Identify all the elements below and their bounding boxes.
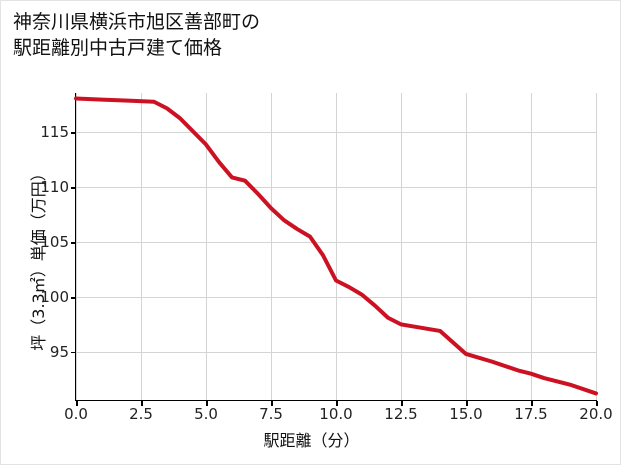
gridline-vertical bbox=[271, 93, 272, 400]
x-axis-line bbox=[75, 399, 597, 401]
page-title: 神奈川県横浜市旭区善部町の 駅距離別中古戸建て価格 bbox=[13, 11, 261, 59]
x-tick-label: 7.5 bbox=[259, 405, 283, 423]
x-tick-label: 20.0 bbox=[579, 405, 613, 423]
gridline-vertical bbox=[206, 93, 207, 400]
y-tick-label: 100 bbox=[40, 287, 69, 306]
y-tick-mark bbox=[71, 351, 76, 354]
gridline-vertical bbox=[596, 93, 597, 400]
x-tick-label: 15.0 bbox=[449, 405, 483, 423]
x-axis-label: 駅距離（分） bbox=[263, 431, 360, 450]
x-tick-label: 12.5 bbox=[384, 405, 418, 423]
x-tick-mark bbox=[401, 401, 403, 406]
x-tick-label: 10.0 bbox=[319, 405, 353, 423]
gridline-vertical bbox=[336, 93, 337, 400]
y-tick-mark bbox=[71, 132, 76, 135]
x-tick-mark bbox=[466, 401, 468, 406]
x-tick-mark bbox=[76, 401, 78, 406]
x-tick-mark bbox=[336, 401, 338, 406]
y-tick-mark bbox=[71, 296, 76, 299]
x-tick-mark bbox=[531, 401, 533, 406]
x-tick-label: 0.0 bbox=[64, 405, 88, 423]
gridline-vertical bbox=[141, 93, 142, 400]
x-tick-label: 2.5 bbox=[129, 405, 153, 423]
y-tick-mark bbox=[71, 187, 76, 189]
y-tick-mark bbox=[71, 242, 76, 244]
x-tick-mark bbox=[271, 401, 273, 406]
y-tick-label: 110 bbox=[40, 178, 69, 197]
x-tick-mark bbox=[206, 401, 208, 406]
x-tick-mark bbox=[141, 401, 143, 406]
y-tick-label: 115 bbox=[40, 123, 69, 142]
y-tick-label: 105 bbox=[40, 233, 69, 252]
gridline-vertical bbox=[76, 93, 77, 400]
gridline-vertical bbox=[401, 93, 402, 400]
y-tick-label: 95 bbox=[49, 342, 69, 361]
x-tick-mark bbox=[596, 401, 598, 406]
x-tick-label: 5.0 bbox=[194, 405, 218, 423]
x-tick-label: 17.5 bbox=[514, 405, 548, 423]
plot-area bbox=[76, 93, 597, 400]
gridline-vertical bbox=[531, 93, 532, 400]
gridline-vertical bbox=[466, 93, 467, 400]
